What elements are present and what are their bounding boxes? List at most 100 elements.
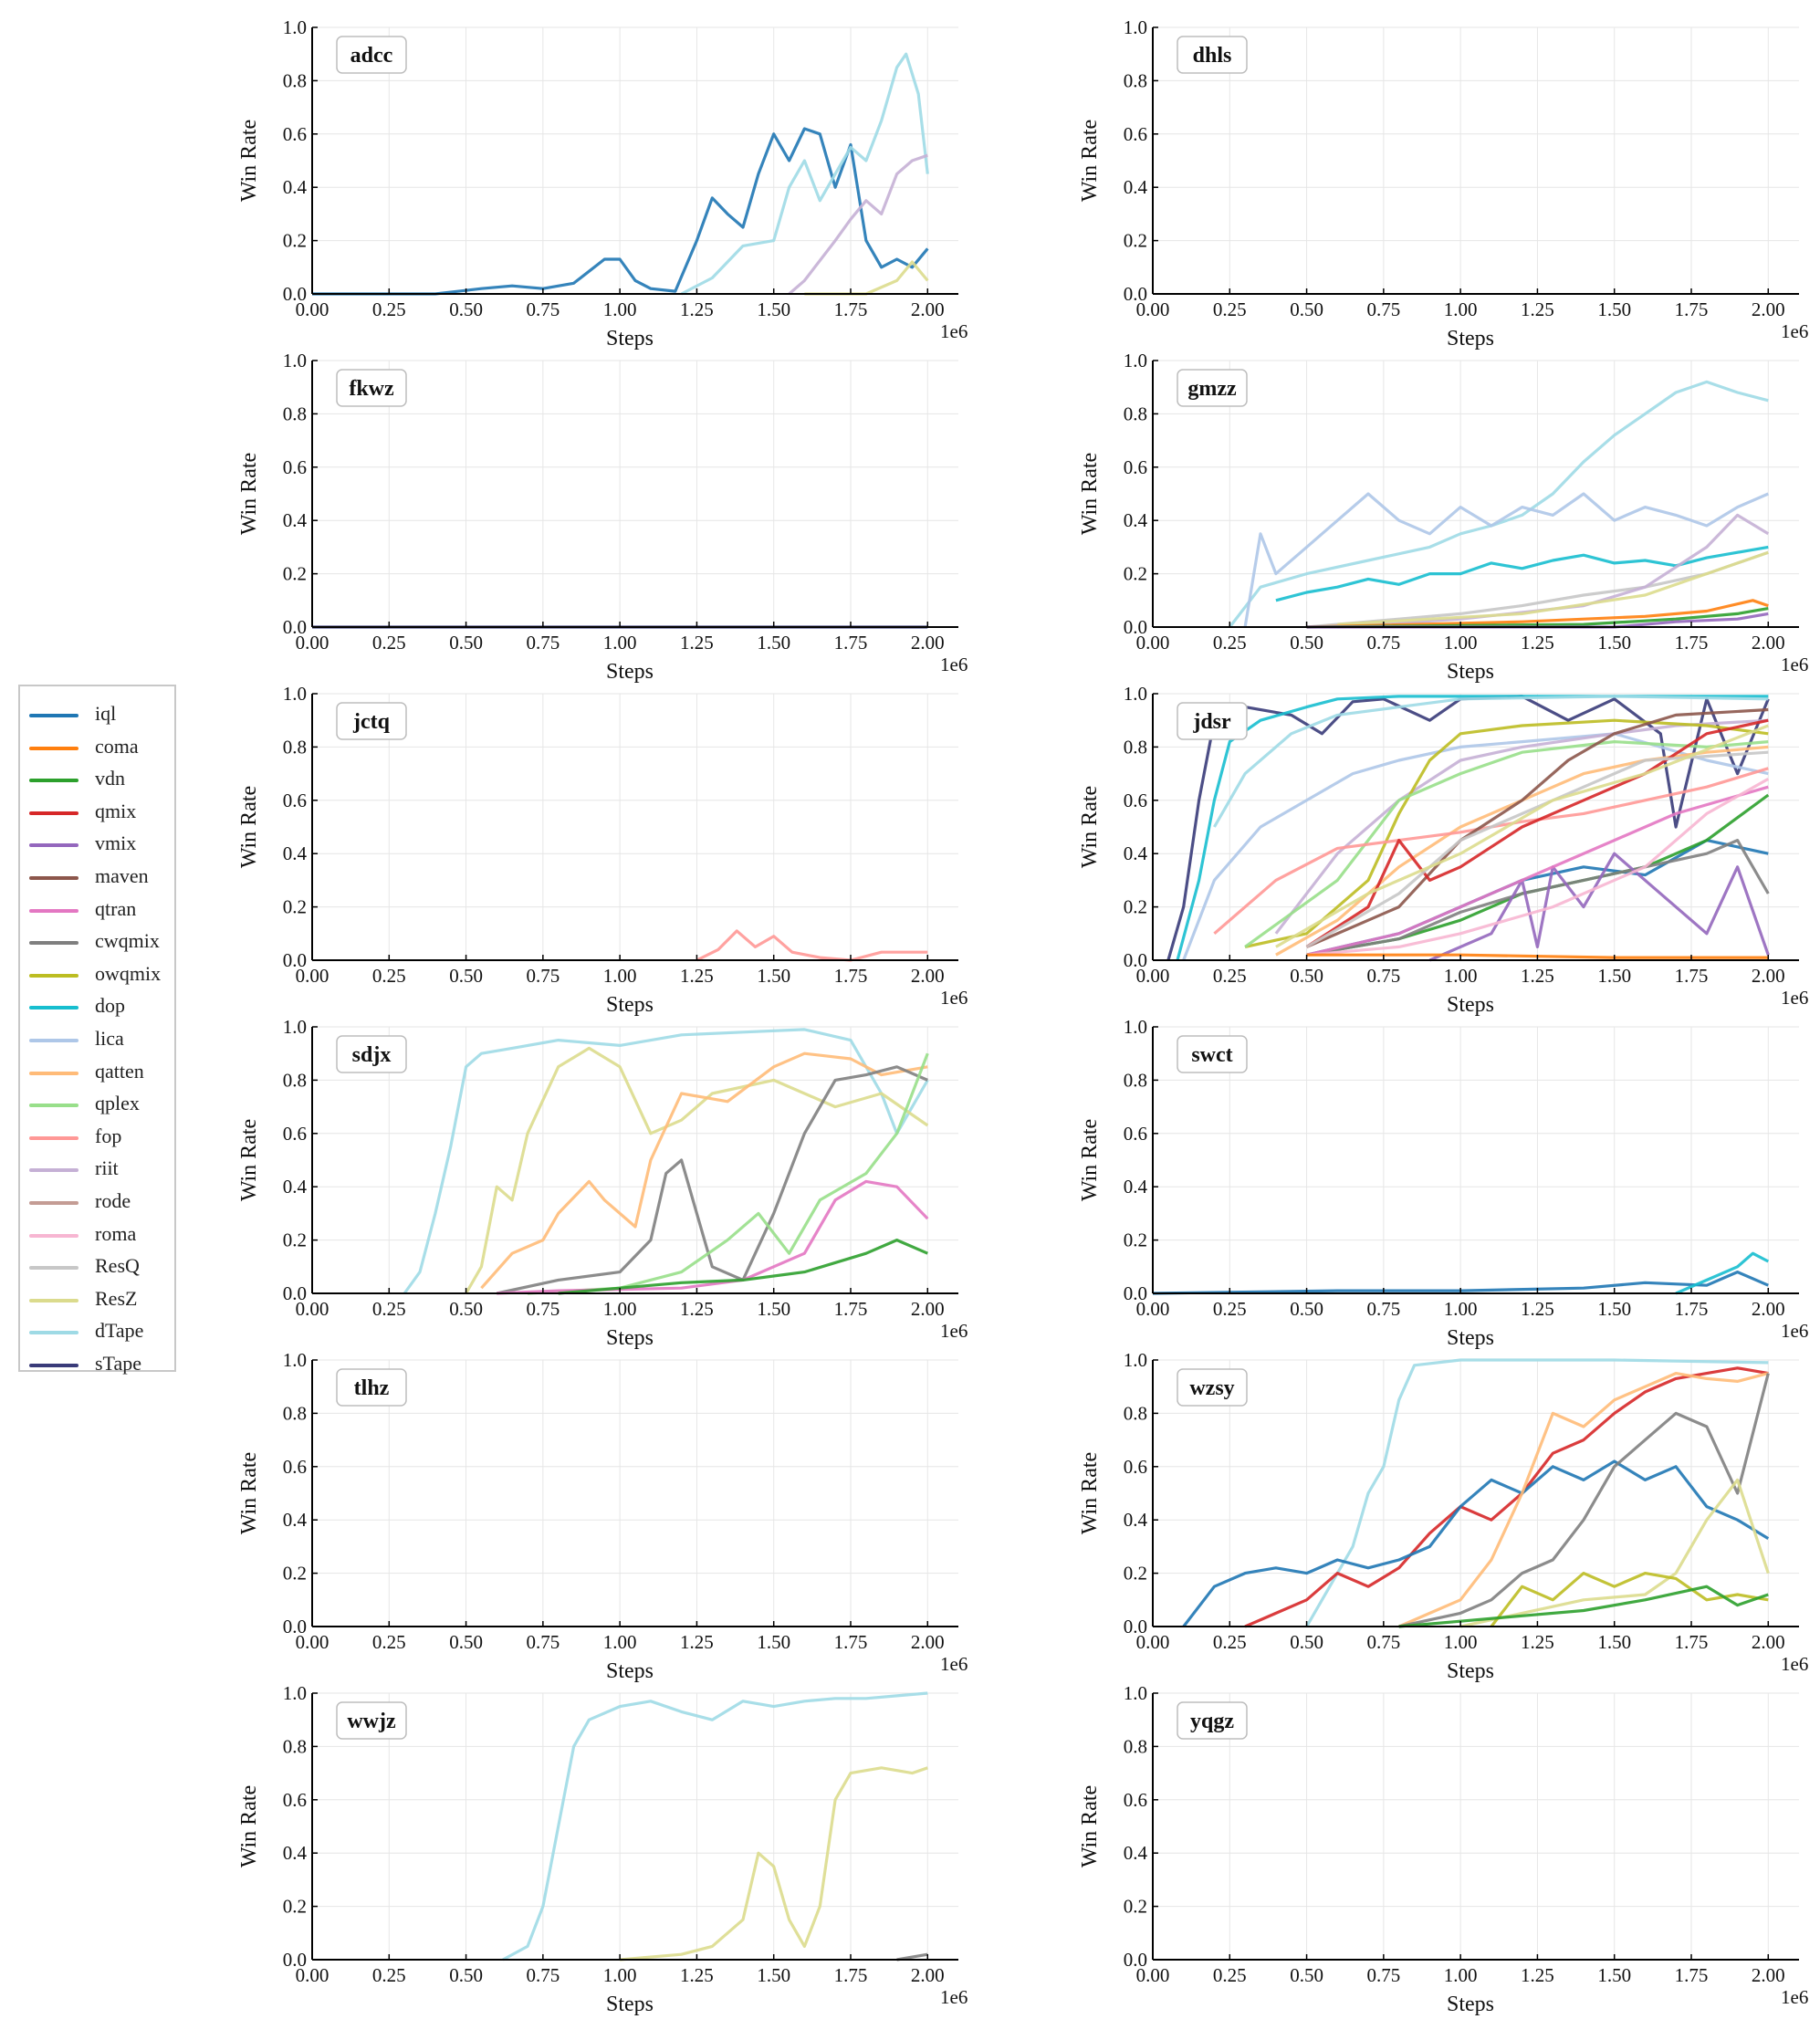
- panel-title-box: [1177, 1368, 1248, 1407]
- x-tick-label: 2.00: [911, 1298, 945, 1320]
- panel-title: swct: [1191, 1043, 1232, 1067]
- legend-label: ResQ: [95, 1254, 140, 1278]
- legend-label: cwqmix: [95, 929, 160, 953]
- y-tick-label: 0.4: [283, 509, 308, 531]
- y-tick-label: 0.4: [283, 1176, 308, 1198]
- x-tick-label: 0.75: [526, 965, 560, 987]
- legend-swatch: [29, 1006, 78, 1010]
- x-tick-label: 1.00: [1444, 1964, 1478, 1986]
- legend-label: qtran: [95, 896, 137, 920]
- x-tick-label: 0.00: [1136, 965, 1170, 987]
- series-line-vdn: [1306, 607, 1769, 629]
- x-tick-label: 2.00: [1752, 1631, 1785, 1653]
- chart-panel-fkwz: 0.00 0.25 0.50 0.75 1.00 1.25 1.50 1.75 2.00 0.0 0…: [237, 350, 968, 684]
- x-tick-label: 0.50: [449, 1298, 483, 1320]
- legend-label: vdn: [95, 767, 125, 790]
- y-tick-label: 0.6: [1124, 790, 1147, 811]
- x-tick-label: 0.25: [1213, 1298, 1247, 1320]
- y-tick-label: 0.8: [283, 1735, 307, 1757]
- series-line-riit: [1274, 718, 1769, 935]
- series-line-qmix: [1305, 718, 1769, 948]
- x-scale-label: 1e6: [1781, 1320, 1808, 1342]
- legend-item-iql: iql: [20, 699, 175, 732]
- legend-swatch: [29, 1266, 78, 1271]
- series-line-maven: [1305, 707, 1769, 948]
- x-tick-label: 1.50: [1597, 298, 1631, 320]
- y-axis-label: Win Rate: [237, 1785, 261, 1867]
- x-tick-label: 0.25: [1213, 965, 1247, 987]
- legend-label: qmix: [95, 799, 137, 822]
- chart-panel-wzsy: 0.00 0.25 0.50 0.75 1.00 1.25 1.50 1.75 2.00 0.0 0…: [1078, 1349, 1808, 1683]
- panel-title: wwjz: [347, 1710, 396, 1733]
- legend-swatch: [29, 746, 78, 750]
- y-tick-label: 0.8: [1124, 1069, 1147, 1091]
- panel-title-box: [336, 369, 407, 407]
- legend-item-riit: riit: [20, 1154, 175, 1187]
- legend-swatch: [29, 908, 78, 913]
- x-axis-label: Steps: [606, 660, 654, 684]
- y-axis-label: Win Rate: [1078, 786, 1102, 868]
- legend-item-dop: dop: [20, 991, 175, 1024]
- y-tick-label: 1.0: [283, 1016, 307, 1038]
- x-tick-label: 0.25: [372, 1298, 406, 1320]
- x-tick-label: 0.75: [1366, 1298, 1400, 1320]
- x-scale-label: 1e6: [1781, 1653, 1808, 1675]
- y-tick-label: 1.0: [283, 683, 307, 705]
- legend-item-ResQ: ResQ: [20, 1251, 175, 1284]
- x-tick-label: 1.50: [1597, 965, 1631, 987]
- y-tick-label: 0.8: [283, 1069, 307, 1091]
- series-line-dTape: [1305, 1358, 1769, 1627]
- y-tick-label: 0.4: [283, 176, 308, 198]
- y-tick-label: 0.4: [1124, 1842, 1148, 1864]
- legend-item-vdn: vdn: [20, 764, 175, 797]
- series-line-ResQ: [1305, 750, 1769, 948]
- x-axis-label: Steps: [606, 1326, 654, 1350]
- x-scale-label: 1e6: [940, 1653, 968, 1675]
- series-line-vdn: [558, 1239, 928, 1295]
- legend-swatch: [29, 876, 78, 880]
- legend-label: fop: [95, 1124, 122, 1147]
- x-tick-label: 0.75: [1366, 1964, 1400, 1986]
- panel-title-box: [1177, 702, 1248, 740]
- y-tick-label: 0.6: [283, 790, 307, 811]
- legend-label: roma: [95, 1221, 137, 1245]
- legend-item-qmix: qmix: [20, 797, 175, 830]
- x-tick-label: 0.00: [296, 965, 329, 987]
- chart-panel-jctq: 0.00 0.25 0.50 0.75 1.00 1.25 1.50 1.75 2.00 0.0 0…: [237, 683, 968, 1017]
- y-tick-label: 0.2: [1124, 1229, 1147, 1251]
- y-tick-label: 0.4: [283, 1509, 308, 1531]
- y-tick-label: 0.2: [1124, 1896, 1147, 1918]
- x-tick-label: 0.25: [1213, 1964, 1247, 1986]
- x-tick-label: 1.00: [603, 1298, 637, 1320]
- series-line-qatten: [480, 1051, 928, 1290]
- x-tick-label: 2.00: [911, 1631, 945, 1653]
- y-tick-label: 0.0: [1124, 616, 1147, 638]
- y-tick-label: 0.8: [283, 1402, 307, 1424]
- y-tick-label: 0.0: [283, 1616, 307, 1637]
- legend-swatch: [29, 1168, 78, 1173]
- chart-panel-yqgz: 0.00 0.25 0.50 0.75 1.00 1.25 1.50 1.75 2.00 0.0 0…: [1078, 1682, 1808, 2016]
- legend-label: qplex: [95, 1092, 140, 1115]
- panel-title-box: [336, 1368, 407, 1407]
- series-line-dTape: [680, 52, 929, 296]
- series-line-lica: [1243, 492, 1769, 628]
- series-line-cwqmix: [1306, 839, 1770, 957]
- x-tick-label: 0.75: [526, 1964, 560, 1986]
- x-tick-label: 1.25: [680, 1964, 714, 1986]
- y-tick-label: 1.0: [1124, 1349, 1147, 1371]
- y-tick-label: 0.2: [1124, 896, 1147, 918]
- x-tick-label: 0.50: [449, 1964, 483, 1986]
- x-tick-label: 0.00: [296, 1964, 329, 1986]
- legend-swatch: [29, 1135, 78, 1140]
- legend-swatch: [29, 714, 78, 717]
- series-line-qplex: [1244, 740, 1769, 948]
- legend-label: qatten: [95, 1059, 144, 1083]
- panel-title: yqgz: [1190, 1710, 1234, 1733]
- x-tick-label: 1.50: [757, 965, 790, 987]
- y-tick-label: 0.6: [1124, 1456, 1147, 1478]
- series-line-dop: [1275, 545, 1769, 602]
- x-tick-label: 1.75: [834, 1631, 868, 1653]
- y-tick-label: 0.4: [1124, 842, 1148, 864]
- y-tick-label: 1.0: [1124, 16, 1147, 38]
- legend-swatch: [29, 1104, 78, 1108]
